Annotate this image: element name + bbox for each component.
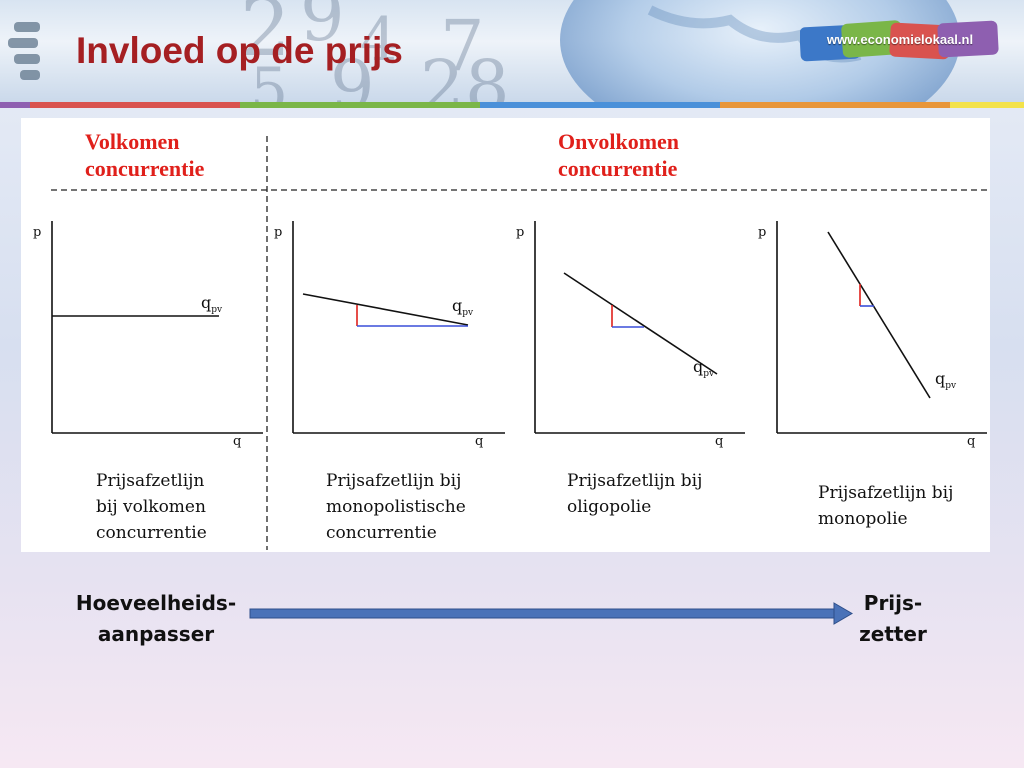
heading-volkomen: Volkomen concurrentie	[85, 128, 204, 182]
label-prijszetter: Prijs- zetter	[845, 588, 941, 650]
panel-3-x-label: q	[715, 434, 723, 449]
panel-3-graph	[534, 221, 745, 434]
svg-text:4: 4	[360, 5, 398, 75]
heading-onvolkomen-line-1: Onvolkomen	[558, 129, 680, 154]
label-hoeveelheidsaanpasser: Hoeveelheids- aanpasser	[62, 588, 250, 650]
svg-text:2: 2	[240, 0, 291, 74]
spectrum-arrow	[249, 602, 853, 625]
svg-text:2: 2	[420, 45, 465, 104]
panel-1-caption: Prijsafzetlijn bij volkomen concurrentie	[96, 468, 207, 546]
panel-4-graph	[776, 221, 987, 434]
color-bar-segment-yellow	[950, 102, 1024, 108]
label-left-line-2: aanpasser	[97, 622, 215, 646]
panel-4-caption-line: monopolie	[818, 509, 908, 529]
panel-2-caption-line: concurrentie	[326, 523, 437, 543]
label-right-line-1: Prijs-	[863, 591, 923, 615]
panel-3-caption-line: Prijsafzetlijn bij	[567, 471, 703, 491]
arrow-head	[833, 602, 853, 625]
market-forms-diagram: p p p p q q q q qpv qpv qpv qpv Volkomen…	[21, 118, 990, 552]
page-title: Invloed op de prijs	[76, 30, 403, 71]
panel-1-x-label: q	[233, 434, 241, 449]
header-color-bar	[0, 102, 1024, 108]
label-left-line-1: Hoeveelheids-	[75, 591, 237, 615]
slide-header: 2 9 4 7 5 9 2 8 Invloed op de prijs www.…	[0, 0, 1024, 104]
heading-volkomen-line-2: concurrentie	[85, 156, 205, 181]
panel-2-curve-label: qpv	[452, 296, 474, 318]
panel-2-caption-line: Prijsafzetlijn bij	[326, 471, 462, 491]
panel-4-y-label: p	[758, 225, 766, 240]
panel-4-caption: Prijsafzetlijn bij monopolie	[818, 480, 953, 532]
heading-onvolkomen-line-2: concurrentie	[558, 156, 678, 181]
color-bar-segment-green	[240, 102, 480, 108]
svg-text:8: 8	[465, 45, 510, 104]
panel-2-caption-line: monopolistische	[326, 497, 466, 517]
site-logo-badge	[800, 20, 999, 62]
diagram-graphics: p p p p q q q q qpv qpv qpv qpv	[33, 136, 988, 550]
heading-onvolkomen: Onvolkomen concurrentie	[558, 128, 679, 182]
svg-text:5: 5	[250, 55, 288, 104]
heading-volkomen-line-1: Volkomen	[85, 129, 180, 154]
panel-4-demand-line	[827, 231, 931, 399]
panel-1-curve-label: qpv	[201, 293, 223, 315]
panel-2-graph	[292, 221, 505, 434]
color-bar-segment-orange	[720, 102, 950, 108]
label-right-line-2: zetter	[859, 622, 927, 646]
panel-1-caption-line: bij volkomen	[96, 497, 206, 517]
panel-2-caption: Prijsafzetlijn bij monopolistische concu…	[326, 468, 466, 546]
panel-2-x-label: q	[475, 434, 483, 449]
panel-2-demand-line	[302, 293, 469, 326]
panel-3-caption-line: oligopolie	[567, 497, 652, 517]
color-bar-segment-blue	[480, 102, 720, 108]
svg-text:9: 9	[330, 45, 375, 104]
panel-1-caption-line: concurrentie	[96, 523, 207, 543]
panel-3-y-label: p	[516, 225, 524, 240]
panel-1-y-label: p	[33, 225, 41, 240]
panel-3-demand-line	[563, 272, 718, 375]
svg-text:9: 9	[300, 0, 345, 57]
arrow-shaft	[249, 608, 837, 619]
panel-1-graph	[51, 221, 263, 434]
panel-1-caption-line: Prijsafzetlijn	[96, 471, 205, 491]
svg-text:7: 7	[440, 5, 485, 87]
panel-4-caption-line: Prijsafzetlijn bij	[818, 483, 954, 503]
site-url: www.economielokaal.nl	[826, 32, 974, 47]
panel-3-curve-label: qpv	[693, 357, 715, 379]
panel-3-caption: Prijsafzetlijn bij oligopolie	[567, 468, 702, 520]
color-bar-segment-red	[30, 102, 240, 108]
panel-2-y-label: p	[274, 225, 282, 240]
panel-4-curve-label: qpv	[935, 369, 957, 391]
color-bar-segment-purple	[0, 102, 30, 108]
panel-4-x-label: q	[967, 434, 975, 449]
